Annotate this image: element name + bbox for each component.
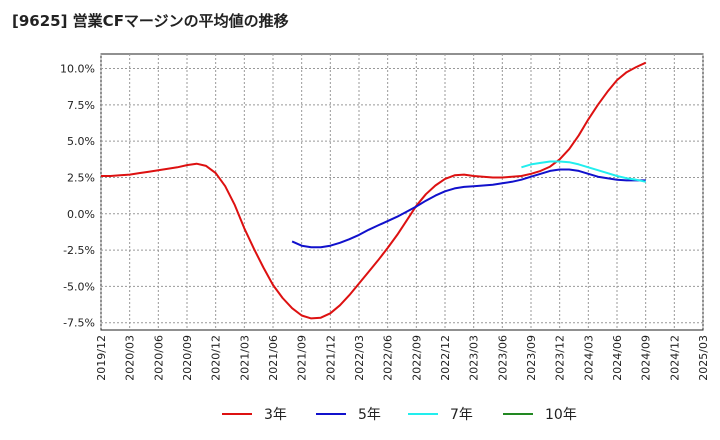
y-tick-label: 0.0% xyxy=(67,208,95,221)
series-line-1 xyxy=(101,61,647,320)
y-tick-label: 5.0% xyxy=(67,135,95,148)
x-tick-label: 2023/06 xyxy=(496,335,509,381)
x-tick-label: 2023/12 xyxy=(554,335,567,381)
x-tick-label: 2023/03 xyxy=(468,335,481,381)
y-tick-label: -2.5% xyxy=(63,244,95,257)
legend-label: 5年 xyxy=(358,407,381,423)
grid-layer xyxy=(100,54,704,330)
x-tick-label: 2025/03 xyxy=(697,335,710,381)
legend-label: 10年 xyxy=(545,407,577,423)
series-line-2 xyxy=(291,168,646,249)
y-tick-label: 2.5% xyxy=(67,171,95,184)
x-tick-label: 2022/09 xyxy=(410,335,423,381)
chart-title: [9625] 営業CFマージンの平均値の推移 xyxy=(12,12,289,30)
x-tick-label: 2020/09 xyxy=(181,335,194,381)
series-layer xyxy=(101,61,647,320)
y-tick-label: -7.5% xyxy=(63,317,95,330)
legend-label: 3年 xyxy=(264,407,287,423)
x-tick-label: 2020/12 xyxy=(210,335,223,381)
x-tick-label: 2024/03 xyxy=(582,335,595,381)
y-tick-label: 10.0% xyxy=(60,63,95,76)
x-axis: 2019/12 2020/03 2020/06 2020/09 2020/12 2021/… xyxy=(95,335,710,381)
x-tick-label: 2022/12 xyxy=(439,335,452,381)
x-tick-label: 2021/03 xyxy=(238,335,251,381)
x-tick-label: 2020/03 xyxy=(124,335,137,381)
y-axis: 10.0% 7.5% 5.0% 2.5% 0.0% -2.5% -5.0% -7.5% xyxy=(60,63,95,330)
x-tick-label: 2019/12 xyxy=(95,335,108,381)
x-tick-label: 2024/12 xyxy=(668,335,681,381)
x-tick-label: 2024/09 xyxy=(640,335,653,381)
x-tick-label: 2023/09 xyxy=(525,335,538,381)
y-tick-label: 7.5% xyxy=(67,99,95,112)
x-tick-label: 2022/03 xyxy=(353,335,366,381)
legend-label: 7年 xyxy=(450,407,473,423)
x-tick-label: 2021/06 xyxy=(267,335,280,381)
x-tick-label: 2024/06 xyxy=(611,335,624,381)
plot-background xyxy=(100,53,704,331)
x-tick-label: 2021/09 xyxy=(296,335,309,381)
legend: 3年 5年 7年 10年 xyxy=(222,407,577,423)
x-tick-label: 2022/06 xyxy=(382,335,395,381)
x-tick-label: 2020/06 xyxy=(152,335,165,381)
series-line-3 xyxy=(521,160,646,183)
y-tick-label: -5.0% xyxy=(63,280,95,293)
x-tick-label: 2021/12 xyxy=(324,335,337,381)
